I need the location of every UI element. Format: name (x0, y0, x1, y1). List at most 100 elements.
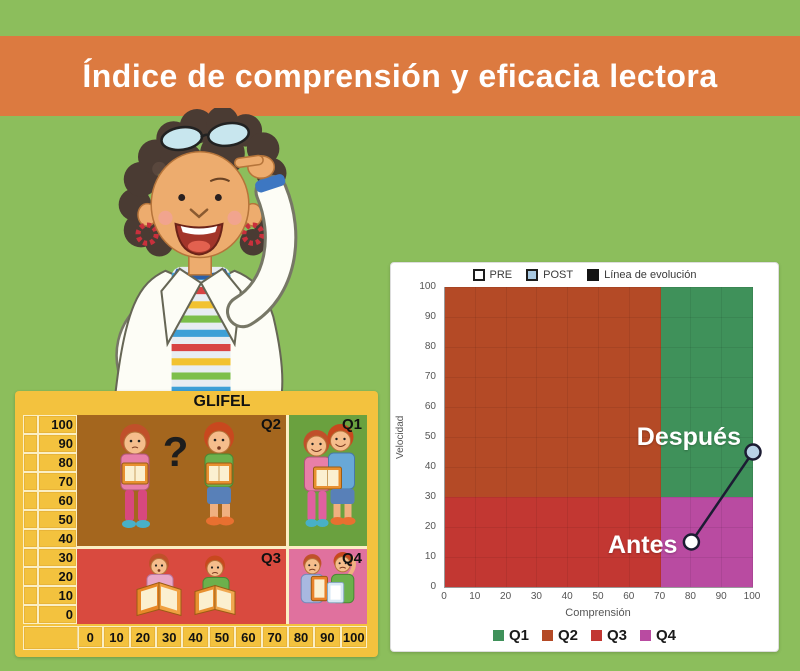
gridline (505, 287, 507, 587)
y-tick-label: 20 (424, 521, 436, 532)
glifel-card: GLIFEL 100 90 80 70 60 50 40 30 20 10 0 (15, 391, 378, 657)
page-title: Índice de comprensión y eficacia lectora (82, 57, 718, 94)
glifel-ruler-cell (23, 529, 38, 548)
glifel-title: GLIFEL (193, 393, 251, 410)
x-tick-label: 90 (715, 591, 727, 602)
gridline (445, 467, 753, 468)
y-tick-label: 0 (430, 581, 436, 592)
glifel-y-ruler (23, 415, 38, 624)
glifel-q3-label: Q3 (260, 550, 281, 567)
glifel-x-tick: 30 (156, 626, 183, 648)
smiling-mouth (174, 222, 224, 256)
teacher-illustration (113, 108, 298, 403)
legend-label: POST (543, 269, 574, 281)
x-tick-label: 40 (561, 591, 573, 602)
chart-legend-top: PRE POST Línea de evolución (391, 269, 778, 281)
legend-toggle-pre[interactable]: PRE (472, 269, 513, 281)
x-axis-title: Comprensión (565, 607, 631, 619)
glifel-y-tick: 50 (38, 510, 77, 529)
gridline (445, 557, 753, 558)
glifel-x-tick: 70 (261, 626, 288, 648)
gridline (445, 527, 753, 528)
gridline (598, 287, 599, 587)
glifel-q1-label: Q1 (341, 416, 362, 433)
legend-toggle-l-nea-de-evoluci-n[interactable]: Línea de evolución (587, 269, 696, 281)
legend-label: Q3 (607, 627, 628, 644)
gridline (445, 407, 753, 408)
legend-toggle-post[interactable]: POST (526, 269, 573, 281)
y-tick-label: 40 (424, 461, 436, 472)
y-tick-label: 100 (419, 281, 436, 292)
glifel-ruler-cell (23, 548, 38, 567)
glifel-y-tick: 40 (38, 529, 77, 548)
evolution-line (690, 451, 755, 543)
striped-earring-icon (241, 222, 265, 246)
evolution-chart-card: PRE POST Línea de evolución Velocidad 0 10 2… (390, 262, 779, 652)
pre-point-label: Antes (607, 531, 678, 559)
glifel-quadrant-q2: ? Q2 (77, 415, 286, 546)
legend-label: PRE (489, 269, 513, 281)
gridline (445, 437, 753, 438)
glifel-ruler-cell (23, 510, 38, 529)
legend-swatch-icon (541, 630, 553, 641)
x-tick-label: 100 (743, 591, 761, 602)
x-tick-label: 60 (623, 591, 635, 602)
gridline (690, 287, 692, 587)
y-tick-label: 50 (424, 431, 436, 442)
glifel-x-tick: 100 (340, 626, 367, 648)
quadrant-plot: Antes Después (444, 287, 762, 588)
q4-confused-readers-icon (300, 552, 356, 604)
legend-swatch-icon (640, 630, 652, 641)
glifel-x-tick: 60 (235, 626, 262, 648)
legend-swatch-icon (492, 630, 504, 641)
glifel-x-tick: 50 (208, 626, 236, 648)
quadrant-legend-q3: Q3 (591, 627, 627, 644)
glasses-icon (160, 121, 250, 152)
x-tick-label: 30 (530, 591, 542, 602)
glifel-ruler-cell (23, 567, 38, 586)
y-tick-label: 80 (424, 341, 436, 352)
legend-swatch-icon (472, 269, 485, 281)
glifel-x-tick: 10 (103, 626, 130, 648)
glifel-x-tick: 80 (287, 626, 315, 648)
glifel-ruler-cell (23, 605, 38, 624)
gridline (445, 377, 753, 378)
glifel-ruler-cell (23, 453, 38, 472)
y-tick-label: 30 (424, 491, 436, 502)
x-tick-label: 0 (441, 591, 447, 602)
glifel-y-tick: 80 (38, 453, 77, 472)
glifel-y-tick: 30 (38, 548, 77, 567)
pointing-finger (234, 154, 264, 169)
glifel-x-axis: 0 10 20 30 40 50 60 70 80 90 100 (77, 626, 367, 648)
gridline (445, 317, 753, 318)
legend-swatch-icon (591, 630, 602, 641)
y-tick-label: 60 (424, 401, 436, 412)
glifel-y-tick: 60 (38, 491, 77, 510)
q2-confused-readers-icon (120, 422, 234, 528)
glifel-y-tick: 0 (38, 605, 77, 624)
evolution-line-layer (682, 443, 762, 551)
post-point-label: Después (636, 423, 741, 451)
chart-legend-bottom: Q1 Q2 Q3 Q4 (391, 627, 778, 644)
legend-label: Q1 (508, 627, 529, 644)
glifel-x-tick: 20 (129, 626, 157, 648)
glifel-x-tick: 90 (314, 626, 341, 648)
gridline (567, 287, 569, 587)
striped-earring-icon (135, 222, 159, 246)
y-tick-label: 10 (424, 551, 436, 562)
glifel-axis-corner (23, 626, 79, 650)
glifel-ruler-cell (23, 434, 38, 453)
gridline (628, 287, 630, 587)
chart-quadrant-q3 (445, 497, 661, 587)
x-tick-label: 20 (500, 591, 512, 602)
x-tick-label: 50 (592, 591, 604, 602)
glifel-y-tick: 100 (38, 415, 77, 434)
glifel-q4-label: Q4 (341, 550, 362, 567)
x-tick-label: 10 (469, 591, 481, 602)
q3-puzzled-readers-icon (136, 553, 236, 617)
gridline (445, 347, 753, 348)
legend-label: Q2 (557, 627, 578, 644)
glifel-x-tick: 40 (182, 626, 209, 648)
title-banner: Índice de comprensión y eficacia lectora (0, 36, 800, 116)
gridline (721, 287, 723, 587)
